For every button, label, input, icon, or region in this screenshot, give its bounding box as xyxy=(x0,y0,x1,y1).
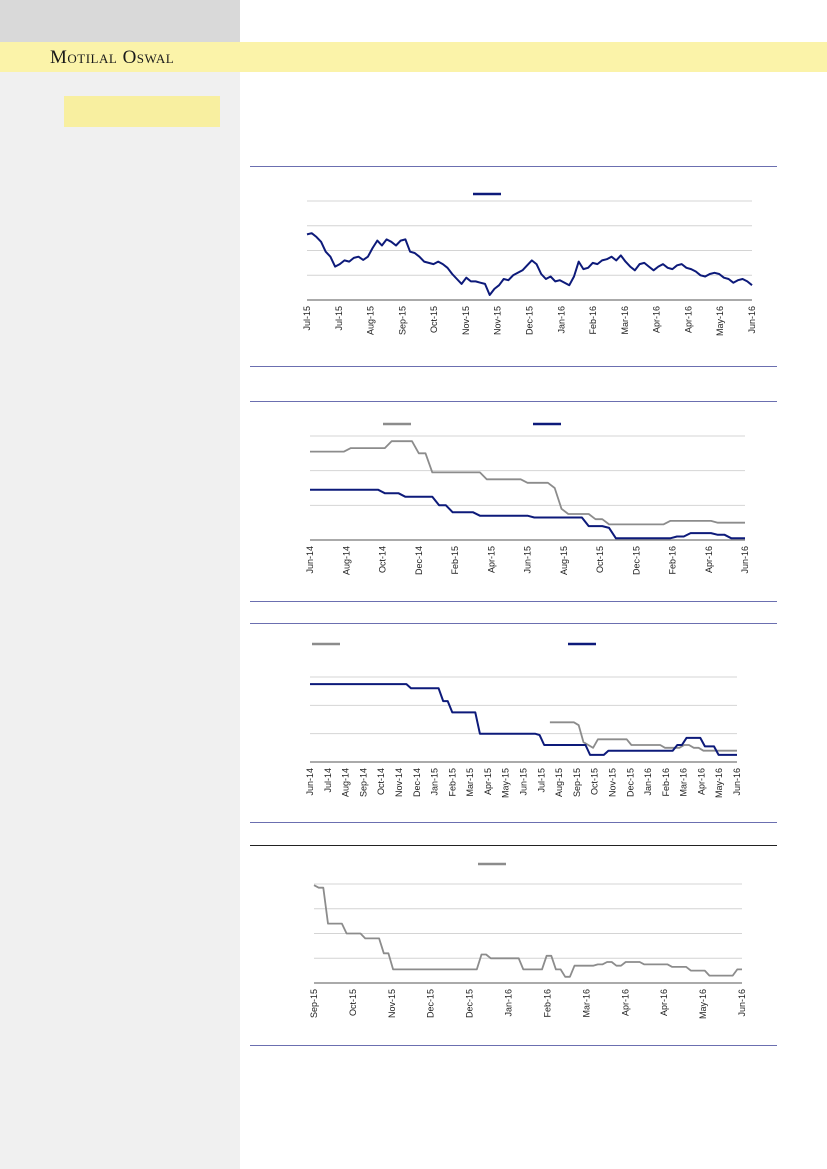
chart-4-x-tick-label: Jan-16 xyxy=(504,989,514,1017)
exhibit-4-top-rule xyxy=(250,845,777,846)
chart-3-x-tick-label: Feb-15 xyxy=(447,768,457,797)
chart-2: Jun-14 Aug-14 Oct-14 Dec-14 Feb-15 Apr-15 Jun-… xyxy=(305,422,750,575)
chart-1-x-tick-label: Nov-15 xyxy=(493,306,503,335)
sidebar-background xyxy=(0,0,240,1169)
brand-logo: Motilal Oswal xyxy=(50,47,175,68)
chart-1-x-tick-label: Jun-16 xyxy=(747,306,757,334)
chart-3-x-tick-label: Jan-15 xyxy=(430,768,440,796)
chart-4: Sep-15 Oct-15 Nov-15 Dec-15 Dec-15 Jan-16 Feb-… xyxy=(309,862,747,1019)
chart-3-x-tick-label: Dec-15 xyxy=(625,768,635,797)
exhibit-1-top-rule xyxy=(250,166,777,167)
chart-1-x-tick-label: Jul-15 xyxy=(334,306,344,331)
chart-2-x-tick-label: Apr-16 xyxy=(704,546,714,573)
chart-3-series-navy xyxy=(310,683,737,756)
exhibit-1-bottom-rule xyxy=(250,366,777,367)
chart-4-x-tick-label: Nov-15 xyxy=(387,989,397,1018)
chart-3-x-tick-label: Jun-16 xyxy=(732,768,742,796)
chart-1: Jul-15 Jul-15 Aug-15 Sep-15 Oct-15 Nov-15 Nov-… xyxy=(302,192,757,336)
chart-1-x-tick-label: Mar-16 xyxy=(620,306,630,335)
chart-3-x-tick-label: Jun-14 xyxy=(305,768,315,796)
chart-1-x-tick-label: Apr-16 xyxy=(683,306,693,333)
chart-4-x-tick-label: Feb-16 xyxy=(543,989,553,1018)
chart-1-series-navy xyxy=(306,232,753,296)
chart-2-x-tick-label: Jun-14 xyxy=(305,546,315,574)
chart-3-x-tick-label: Feb-16 xyxy=(661,768,671,797)
chart-3-x-tick-label: May-16 xyxy=(714,768,724,798)
exhibit-2-bottom-rule xyxy=(250,601,777,602)
chart-4-x-tick-label: Dec-15 xyxy=(426,989,436,1018)
chart-3-x-tick-label: Nov-14 xyxy=(394,768,404,797)
brand-band xyxy=(0,42,827,72)
chart-3-x-tick-label: Jul-15 xyxy=(536,768,546,793)
chart-4-x-tick-label: May-16 xyxy=(698,989,708,1019)
chart-3-x-tick-label: Apr-15 xyxy=(483,768,493,795)
header-top-block xyxy=(0,0,240,42)
chart-3-x-tick-label: May-15 xyxy=(501,768,511,798)
chart-4-x-tick-label: Apr-16 xyxy=(659,989,669,1016)
chart-1-x-tick-label: Sep-15 xyxy=(397,306,407,335)
chart-3-x-tick-label: Apr-16 xyxy=(696,768,706,795)
chart-3-x-tick-label: Sep-14 xyxy=(358,768,368,797)
chart-2-x-tick-label: Dec-15 xyxy=(631,546,641,575)
chart-1-x-tick-label: Aug-15 xyxy=(366,306,376,335)
sidebar-highlight-box xyxy=(64,96,220,127)
chart-1-x-tick-label: Jan-16 xyxy=(556,306,566,334)
chart-4-x-tick-label: Sep-15 xyxy=(309,989,319,1018)
chart-3-x-tick-label: Mar-15 xyxy=(465,768,475,797)
chart-4-x-tick-label: Jun-16 xyxy=(737,989,747,1017)
chart-3: Jun-14 Jul-14 Aug-14 Sep-14 Oct-14 Nov-14 Dec-… xyxy=(305,642,742,798)
chart-2-x-tick-label: Jun-16 xyxy=(740,546,750,574)
chart-2-series-grey xyxy=(310,440,745,526)
exhibit-3-bottom-rule xyxy=(250,822,777,823)
chart-4-x-tick-label: Mar-16 xyxy=(581,989,591,1018)
chart-3-x-tick-label: Jul-14 xyxy=(323,768,333,793)
chart-2-x-tick-label: Aug-14 xyxy=(341,546,351,575)
exhibit-3-top-rule xyxy=(250,623,777,624)
chart-3-x-tick-label: Jan-16 xyxy=(643,768,653,796)
chart-1-x-tick-label: Apr-16 xyxy=(652,306,662,333)
chart-1-x-tick-label: Nov-15 xyxy=(461,306,471,335)
chart-4-series-grey xyxy=(313,884,742,978)
chart-3-series-grey xyxy=(549,721,737,752)
chart-2-series-navy xyxy=(310,488,745,540)
chart-4-x-tick-label: Oct-15 xyxy=(348,989,358,1016)
chart-3-x-tick-label: Nov-15 xyxy=(608,768,618,797)
chart-2-x-tick-label: Oct-14 xyxy=(378,546,388,573)
chart-1-x-tick-label: Jul-15 xyxy=(302,306,312,331)
chart-3-x-tick-label: Aug-14 xyxy=(341,768,351,797)
chart-1-x-tick-label: Oct-15 xyxy=(429,306,439,333)
chart-2-x-tick-label: Feb-15 xyxy=(450,546,460,575)
chart-3-x-tick-label: Oct-14 xyxy=(376,768,386,795)
chart-2-x-tick-label: Dec-14 xyxy=(414,546,424,575)
chart-2-x-tick-label: Aug-15 xyxy=(559,546,569,575)
chart-2-x-tick-label: Feb-16 xyxy=(668,546,678,575)
chart-3-x-tick-label: Sep-15 xyxy=(572,768,582,797)
chart-3-x-tick-label: Dec-14 xyxy=(412,768,422,797)
chart-3-x-tick-label: Oct-15 xyxy=(590,768,600,795)
chart-2-x-tick-label: Oct-15 xyxy=(595,546,605,573)
exhibit-4-bottom-rule xyxy=(250,1045,777,1046)
chart-1-x-tick-label: May-16 xyxy=(715,306,725,336)
chart-2-x-tick-label: Apr-15 xyxy=(486,546,496,573)
chart-2-x-tick-label: Jun-15 xyxy=(523,546,533,574)
chart-1-x-tick-label: Feb-16 xyxy=(588,306,598,335)
chart-4-x-tick-label: Dec-15 xyxy=(465,989,475,1018)
chart-4-x-tick-label: Apr-16 xyxy=(620,989,630,1016)
chart-1-x-tick-label: Dec-15 xyxy=(525,306,535,335)
chart-3-x-tick-label: Mar-16 xyxy=(679,768,689,797)
chart-3-x-tick-label: Aug-15 xyxy=(554,768,564,797)
exhibit-2-top-rule xyxy=(250,401,777,402)
chart-3-x-tick-label: Jun-15 xyxy=(519,768,529,796)
